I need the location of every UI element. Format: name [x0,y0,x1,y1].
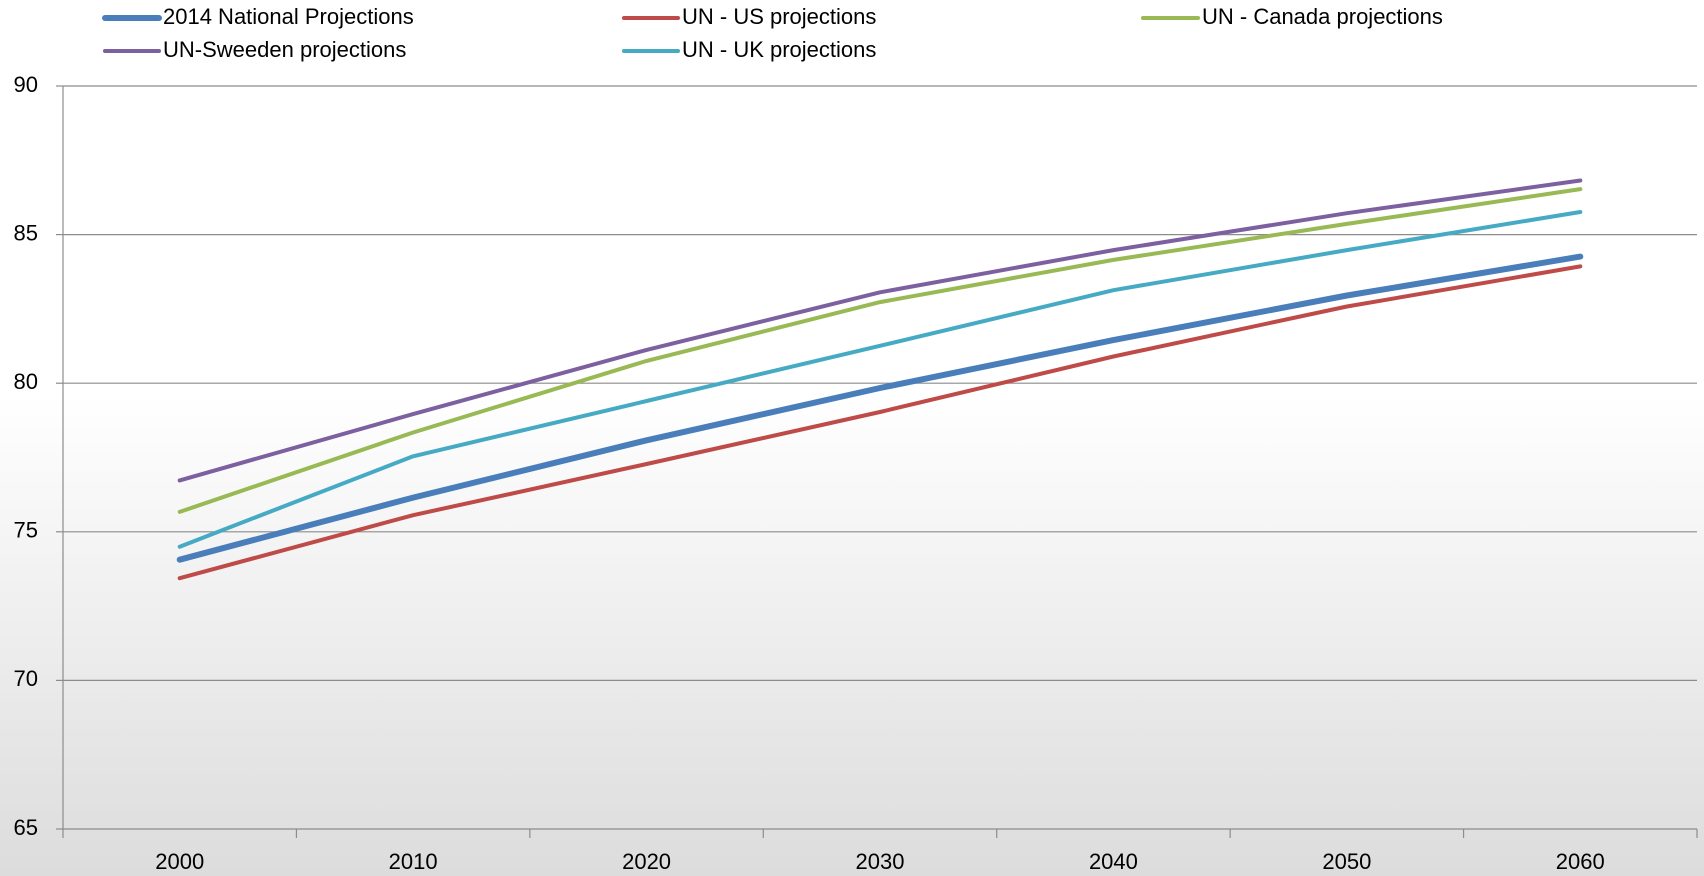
series-line [177,210,1583,549]
x-tick-label: 2010 [389,849,438,874]
y-tick-label: 65 [14,815,38,840]
legend-label: UN-Sweeden projections [163,37,406,62]
series-line [177,187,1583,514]
legend-label: UN - Canada projections [1202,4,1443,29]
x-tick-label: 2020 [622,849,671,874]
x-tick-label: 2050 [1322,849,1371,874]
series-line [177,264,1583,581]
y-tick-label: 80 [14,369,38,394]
y-tick-label: 85 [14,220,38,245]
x-tick-label: 2060 [1556,849,1605,874]
x-tick-label: 2030 [856,849,905,874]
legend-label: UN - US projections [682,4,876,29]
series-line [176,253,1584,563]
legend-label: UN - UK projections [682,37,876,62]
y-tick-label: 75 [14,518,38,543]
y-tick-label: 90 [14,72,38,97]
x-tick-label: 2040 [1089,849,1138,874]
y-tick-label: 70 [14,666,38,691]
series-line [177,178,1583,483]
x-tick-label: 2000 [155,849,204,874]
legend-label: 2014 National Projections [163,4,414,29]
